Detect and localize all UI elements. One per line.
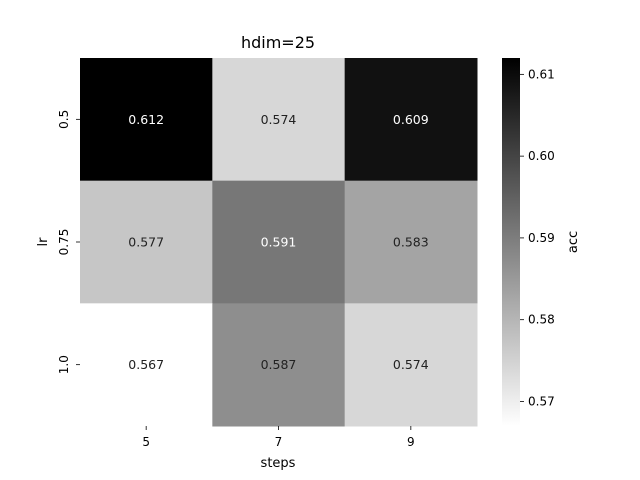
cell-value-label: 0.612 <box>128 112 164 127</box>
colorbar-tick-label: 0.59 <box>528 231 555 245</box>
heatmap-cell <box>344 180 478 304</box>
y-tick-label: 0.75 <box>57 229 71 256</box>
colorbar-gradient <box>502 58 520 426</box>
cell-value-label: 0.609 <box>393 112 429 127</box>
cell-value-label: 0.591 <box>261 235 297 250</box>
heatmap-cell <box>212 303 346 427</box>
x-tick-label: 7 <box>275 435 283 449</box>
cell-value-label: 0.587 <box>261 357 297 372</box>
colorbar-label: acc <box>566 231 581 253</box>
heatmap-cell <box>344 303 478 427</box>
heatmap-cell <box>80 303 213 427</box>
chart-title: hdim=25 <box>241 33 315 52</box>
y-tick-label: 1.0 <box>57 355 71 374</box>
cell-value-label: 0.577 <box>128 235 164 250</box>
heatmap-cell <box>344 58 478 182</box>
cell-value-label: 0.574 <box>261 112 297 127</box>
heatmap-cell <box>80 58 213 182</box>
y-axis-label: lr <box>36 237 51 247</box>
heatmap-cell <box>212 180 346 304</box>
y-axis: 0.5 0.75 1.0 <box>57 110 80 374</box>
x-tick-label: 9 <box>407 435 415 449</box>
x-axis-label: steps <box>261 456 296 471</box>
heatmap-cell <box>212 58 346 182</box>
colorbar-tick-label: 0.58 <box>528 313 555 327</box>
colorbar-tick-label: 0.60 <box>528 149 555 163</box>
cell-value-label: 0.583 <box>393 235 429 250</box>
x-axis: 5 7 9 <box>142 426 415 449</box>
heatmap-cell <box>80 180 213 304</box>
x-tick-label: 5 <box>142 435 150 449</box>
heatmap-cells: 0.612 0.574 0.609 0.577 0.591 0.583 0.567 0.587… <box>80 58 478 427</box>
cell-value-label: 0.567 <box>128 357 164 372</box>
colorbar-tick-label: 0.61 <box>528 67 555 81</box>
cell-value-label: 0.574 <box>393 357 429 372</box>
y-tick-label: 0.5 <box>57 110 71 129</box>
colorbar: 0.57 0.58 0.59 0.60 0.61 <box>502 58 555 426</box>
colorbar-tick-label: 0.57 <box>528 394 555 408</box>
